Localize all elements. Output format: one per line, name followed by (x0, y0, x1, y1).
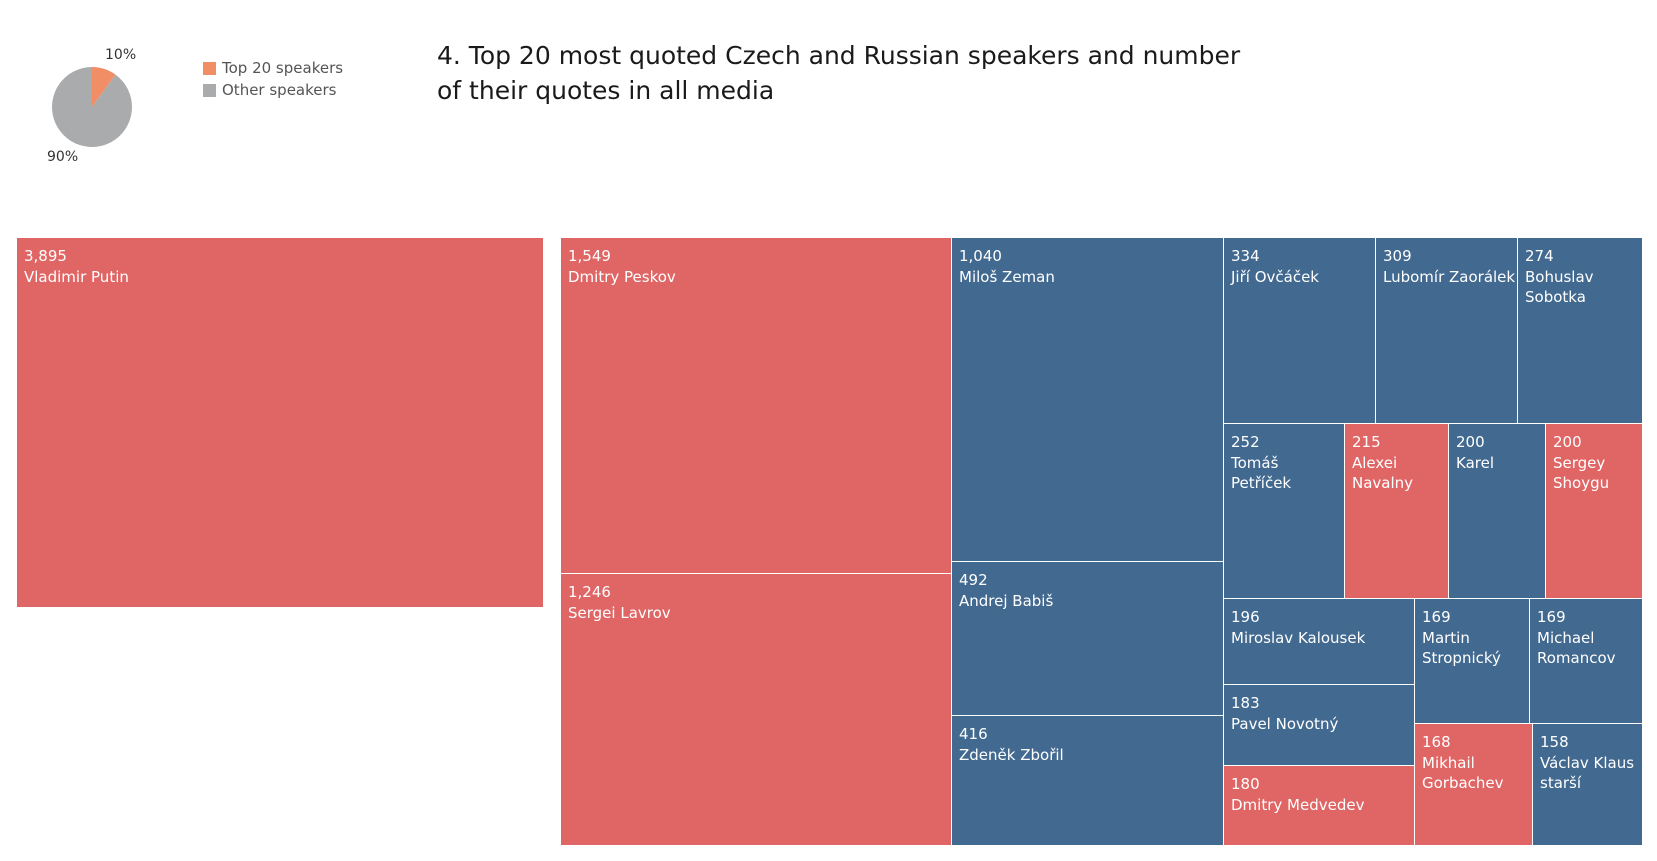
pie-slice-1 (52, 67, 132, 147)
tile-name: Navalny (1352, 474, 1414, 492)
treemap-tile-zdenek-zboril[interactable]: 416 Zdeněk Zbořil (952, 716, 1224, 846)
treemap-tile-karel[interactable]: 200 Karel (1449, 424, 1546, 599)
treemap-tile-martin-stropnicky[interactable]: 169 Martin Stropnický (1415, 599, 1530, 724)
pie-slice-0 (92, 67, 116, 107)
tile-value: 183 (1231, 694, 1260, 712)
tile-value: 168 (1422, 733, 1451, 751)
tile-name: Sobotka (1525, 288, 1586, 306)
pie-svg (52, 67, 132, 147)
pie-label-top20: 10% (105, 47, 137, 63)
tile-value: 215 (1352, 433, 1381, 451)
treemap-tile-vladimir-putin[interactable]: 3,895 Vladimir Putin (17, 238, 544, 608)
tile-name: Pavel Novotný (1231, 714, 1339, 733)
treemap-tile-bohuslav-sobotka[interactable]: 274 Bohuslav Sobotka (1518, 238, 1643, 424)
tile-value: 169 (1422, 608, 1451, 626)
treemap-tile-mikhail-gorbachev[interactable]: 168 Mikhail Gorbachev (1415, 724, 1533, 846)
treemap-tile-andrej-babis[interactable]: 492 Andrej Babiš (952, 562, 1224, 716)
tile-name: Sergey (1553, 453, 1606, 472)
tile-name: Stropnický (1422, 649, 1501, 667)
tile-value: 158 (1540, 733, 1569, 751)
treemap-tile-dmitry-medvedev[interactable]: 180 Dmitry Medvedev (1224, 766, 1415, 846)
tile-name: Miroslav Kalousek (1231, 628, 1366, 647)
legend-item-top20: Top 20 speakers (203, 57, 343, 79)
tile-value: 1,549 (568, 247, 611, 265)
treemap-tile-miroslav-kalousek[interactable]: 196 Miroslav Kalousek (1224, 599, 1415, 685)
tile-name: Tomáš (1231, 453, 1279, 472)
tile-value: 309 (1383, 247, 1412, 265)
treemap-tile-dmitry-peskov[interactable]: 1,549 Dmitry Peskov (561, 238, 952, 574)
tile-value: 492 (959, 571, 988, 589)
tile-name: Martin (1422, 628, 1470, 647)
chart-title: 4. Top 20 most quoted Czech and Russian … (437, 41, 1241, 105)
tile-name: Dmitry Medvedev (1231, 795, 1365, 814)
tile-name: Lubomír Zaorálek (1383, 267, 1516, 286)
treemap-tile-jiri-ovcacek[interactable]: 334 Jiří Ovčáček (1224, 238, 1376, 424)
tile-name: Michael (1537, 628, 1595, 647)
legend-swatch-other (203, 83, 216, 97)
tile-value: 3,895 (24, 247, 67, 265)
tile-value: 252 (1231, 433, 1260, 451)
tile-name: Petříček (1231, 474, 1292, 492)
tile-value: 196 (1231, 608, 1260, 626)
tile-name: Miloš Zeman (959, 267, 1055, 286)
legend: Top 20 speakers Other speakers (203, 57, 343, 101)
tile-name: Andrej Babiš (959, 591, 1054, 610)
tile-value: 200 (1553, 433, 1582, 451)
tile-name: Zdeněk Zbořil (959, 745, 1064, 764)
treemap-tile-milos-zeman[interactable]: 1,040 Miloš Zeman (952, 238, 1224, 562)
tile-value: 1,040 (959, 247, 1002, 265)
tile-value: 334 (1231, 247, 1260, 265)
tile-name: Romancov (1537, 649, 1616, 667)
tile-name: Sergei Lavrov (568, 603, 671, 622)
tile-value: 180 (1231, 775, 1260, 793)
treemap-tile-sergey-shoygu[interactable]: 200 Sergey Shoygu (1546, 424, 1643, 599)
legend-label-other: Other speakers (222, 81, 337, 99)
tile-value: 200 (1456, 433, 1485, 451)
pie-chart: 10% 90% (0, 0, 180, 190)
tile-name: Karel (1456, 453, 1494, 472)
pie-label-other: 90% (47, 149, 79, 165)
tile-value: 169 (1537, 608, 1566, 626)
tile-name: Dmitry Peskov (568, 267, 676, 286)
treemap-tile-lubomir-zaoralek[interactable]: 309 Lubomír Zaorálek (1376, 238, 1518, 424)
tile-name: Vladimir Putin (24, 267, 129, 286)
tile-name: Alexei (1352, 453, 1398, 472)
tile-value: 274 (1525, 247, 1554, 265)
tile-name: Gorbachev (1422, 774, 1504, 792)
treemap-tile-alexei-navalny[interactable]: 215 Alexei Navalny (1345, 424, 1449, 599)
tile-name: Jiří Ovčáček (1231, 267, 1319, 286)
treemap-tile-pavel-novotny[interactable]: 183 Pavel Novotný (1224, 685, 1415, 766)
tile-value: 1,246 (568, 583, 611, 601)
tile-name: Václav Klaus (1540, 753, 1635, 772)
tile-name: Mikhail (1422, 753, 1475, 772)
tile-name: Bohuslav (1525, 267, 1594, 286)
treemap-tile-michael-romancov[interactable]: 169 Michael Romancov (1530, 599, 1643, 724)
treemap-tile-tomas-petricek[interactable]: 252 Tomáš Petříček (1224, 424, 1345, 599)
treemap-tile-sergei-lavrov[interactable]: 1,246 Sergei Lavrov (561, 574, 952, 846)
legend-item-other: Other speakers (203, 79, 343, 101)
legend-label-top20: Top 20 speakers (222, 59, 344, 77)
legend-swatch-top20 (203, 61, 216, 75)
treemap-tile-vaclav-klaus-starsi[interactable]: 158 Václav Klaus starší (1533, 724, 1643, 846)
tile-name: starší (1540, 774, 1582, 792)
tile-name: Shoygu (1553, 474, 1610, 492)
tile-value: 416 (959, 725, 988, 743)
